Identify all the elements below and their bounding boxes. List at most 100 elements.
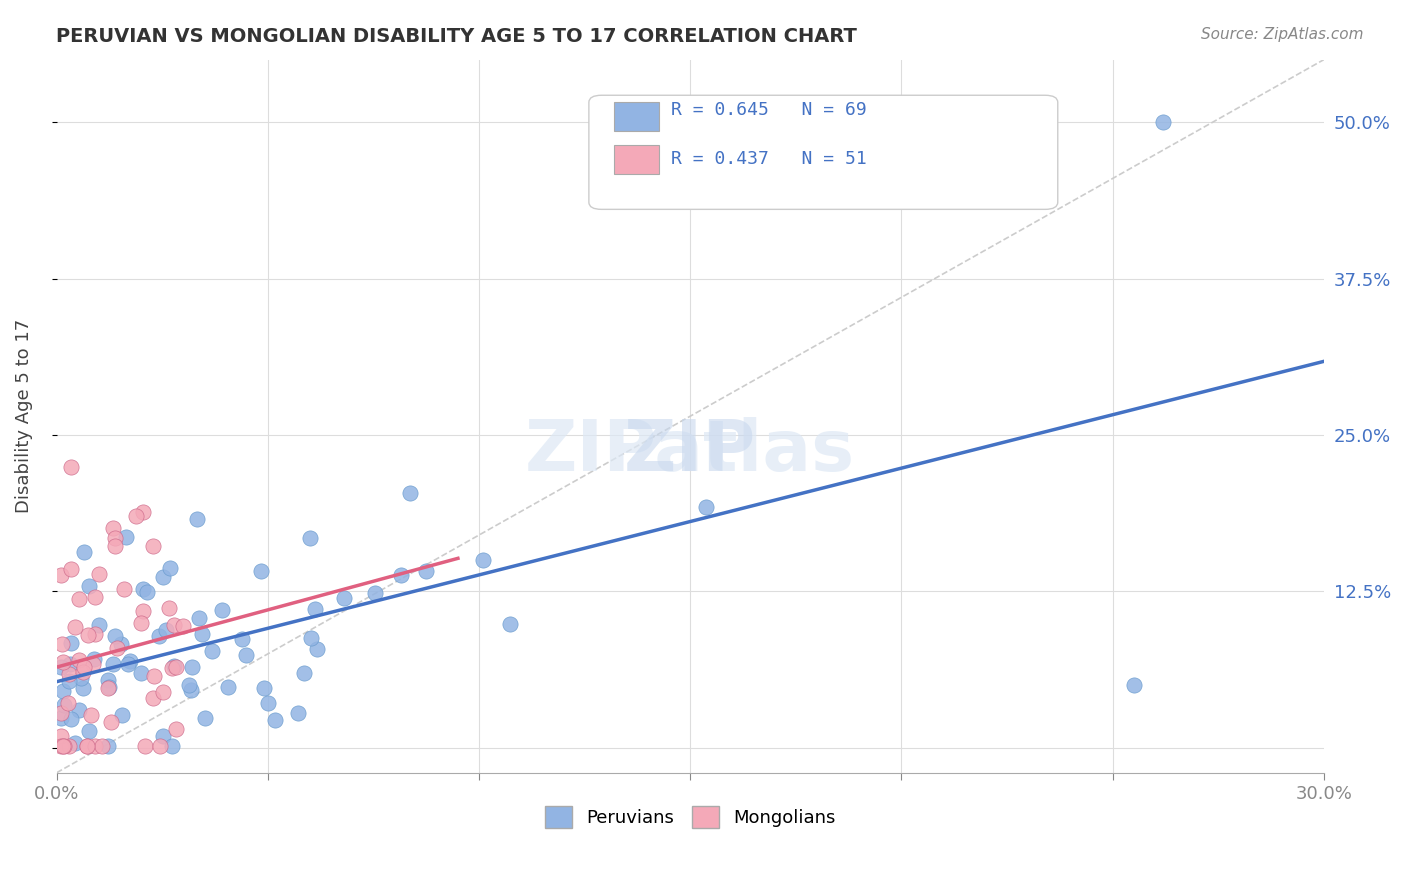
- Text: R = 0.645   N = 69: R = 0.645 N = 69: [671, 101, 868, 119]
- Peruvians: [217, 680, 239, 694]
- Peruvians: [333, 591, 356, 605]
- Peruvians: [364, 586, 387, 600]
- Mongolians: [76, 739, 98, 754]
- Peruvians: [148, 629, 170, 643]
- Legend: Peruvians, Mongolians: Peruvians, Mongolians: [537, 798, 844, 835]
- Mongolians: [67, 653, 90, 667]
- Peruvians: [59, 712, 82, 726]
- Mongolians: [49, 729, 72, 743]
- Mongolians: [84, 627, 107, 641]
- Peruvians: [120, 654, 142, 668]
- Mongolians: [129, 615, 152, 630]
- Peruvians: [129, 666, 152, 681]
- FancyBboxPatch shape: [614, 145, 658, 174]
- Peruvians: [235, 648, 257, 662]
- Peruvians: [152, 570, 174, 584]
- Peruvians: [180, 682, 202, 697]
- Peruvians: [67, 703, 90, 717]
- Peruvians: [159, 561, 181, 575]
- Mongolians: [142, 690, 165, 705]
- Mongolians: [87, 567, 110, 582]
- Peruvians: [69, 671, 91, 685]
- Mongolians: [100, 714, 122, 729]
- Mongolians: [58, 696, 80, 710]
- Mongolians: [58, 739, 80, 754]
- Peruvians: [117, 657, 139, 672]
- Peruvians: [415, 564, 437, 578]
- Peruvians: [472, 552, 495, 566]
- Mongolians: [83, 590, 105, 604]
- Peruvians: [155, 623, 177, 637]
- Peruvians: [162, 739, 184, 754]
- Mongolians: [172, 619, 194, 633]
- Peruvians: [287, 706, 309, 721]
- Peruvians: [60, 636, 83, 650]
- Mongolians: [132, 604, 155, 618]
- Peruvians: [79, 723, 101, 738]
- Peruvians: [298, 531, 321, 545]
- Mongolians: [52, 656, 75, 670]
- Mongolians: [67, 592, 90, 607]
- Mongolians: [103, 531, 125, 545]
- Peruvians: [97, 673, 120, 688]
- Y-axis label: Disability Age 5 to 17: Disability Age 5 to 17: [15, 319, 32, 513]
- Peruvians: [49, 659, 72, 673]
- Mongolians: [80, 707, 103, 722]
- Mongolians: [49, 739, 72, 754]
- Peruvians: [257, 696, 280, 710]
- Peruvians: [83, 652, 105, 666]
- Peruvians: [163, 659, 186, 673]
- Mongolians: [149, 739, 172, 754]
- Peruvians: [187, 610, 209, 624]
- Peruvians: [292, 665, 315, 680]
- Peruvians: [104, 629, 127, 643]
- Peruvians: [110, 637, 132, 651]
- Peruvians: [59, 657, 82, 672]
- Peruvians: [186, 512, 208, 526]
- Mongolians: [91, 739, 114, 754]
- Peruvians: [389, 568, 412, 582]
- Peruvians: [499, 617, 522, 632]
- Mongolians: [76, 739, 98, 754]
- Mongolians: [52, 739, 75, 754]
- Peruvians: [177, 677, 200, 691]
- Peruvians: [152, 730, 174, 744]
- Peruvians: [181, 660, 204, 674]
- Mongolians: [165, 660, 187, 674]
- Peruvians: [191, 627, 214, 641]
- Mongolians: [131, 505, 153, 519]
- Peruvians: [1122, 678, 1144, 692]
- Peruvians: [299, 631, 322, 645]
- Peruvians: [63, 736, 86, 750]
- Peruvians: [194, 711, 217, 725]
- Peruvians: [399, 486, 422, 500]
- Mongolians: [65, 620, 87, 634]
- Mongolians: [134, 739, 156, 754]
- Peruvians: [211, 603, 233, 617]
- Peruvians: [103, 657, 125, 671]
- Text: Source: ZipAtlas.com: Source: ZipAtlas.com: [1201, 27, 1364, 42]
- Mongolians: [59, 459, 82, 474]
- Mongolians: [73, 659, 96, 673]
- Mongolians: [142, 539, 165, 553]
- Mongolians: [49, 567, 72, 582]
- Peruvians: [231, 632, 253, 646]
- Peruvians: [111, 708, 134, 723]
- Mongolians: [77, 628, 100, 642]
- Text: ZIPatlas: ZIPatlas: [526, 417, 855, 486]
- Peruvians: [135, 585, 157, 599]
- Mongolians: [84, 739, 107, 754]
- Peruvians: [98, 681, 121, 695]
- Mongolians: [60, 562, 83, 576]
- Peruvians: [51, 683, 73, 698]
- Peruvians: [52, 698, 75, 713]
- Mongolians: [53, 739, 76, 754]
- Mongolians: [72, 665, 94, 679]
- Text: PERUVIAN VS MONGOLIAN DISABILITY AGE 5 TO 17 CORRELATION CHART: PERUVIAN VS MONGOLIAN DISABILITY AGE 5 T…: [56, 27, 858, 45]
- Mongolians: [163, 618, 186, 632]
- Mongolians: [112, 582, 135, 596]
- FancyBboxPatch shape: [589, 95, 1057, 210]
- Peruvians: [695, 500, 717, 514]
- Peruvians: [97, 739, 120, 754]
- Peruvians: [58, 673, 80, 688]
